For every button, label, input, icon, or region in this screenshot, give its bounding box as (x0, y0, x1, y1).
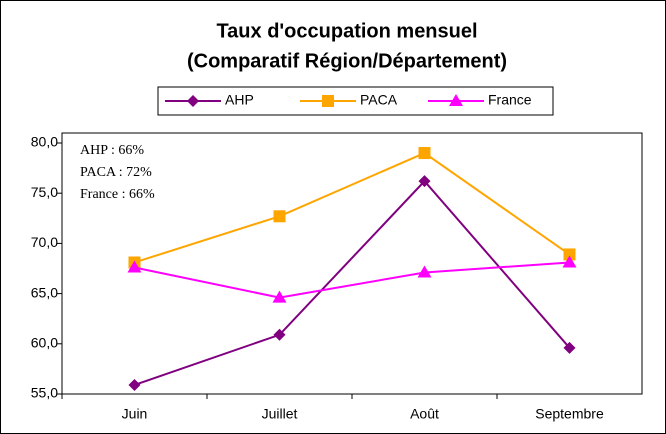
legend-label: France (488, 92, 532, 108)
series-line (134, 261, 570, 299)
y-tick-label: 75,0 (31, 184, 58, 200)
point (418, 147, 431, 160)
point (418, 175, 431, 188)
annotation: AHP : 66% (80, 143, 144, 158)
point (273, 210, 286, 223)
y-tick-label: 70,0 (31, 234, 58, 250)
chart-title: Taux d'occupation mensuel (216, 20, 477, 42)
y-tick-label: 65,0 (31, 284, 58, 300)
point (128, 378, 141, 391)
legend-marker (322, 95, 334, 107)
point (563, 248, 576, 261)
x-tick-label: Septembre (535, 406, 604, 422)
y-tick-label: 80,0 (31, 134, 58, 150)
legend-marker (187, 95, 199, 107)
y-tick-label: 60,0 (31, 335, 58, 351)
chart-title: (Comparatif Région/Département) (187, 50, 507, 72)
point (272, 290, 287, 303)
legend-label: AHP (225, 92, 254, 108)
point (273, 328, 286, 341)
x-tick-label: Juillet (262, 406, 298, 422)
series-line (134, 179, 571, 386)
x-tick-label: Août (410, 406, 439, 422)
point (562, 255, 577, 268)
point (563, 341, 576, 354)
point (127, 260, 142, 273)
y-tick-label: 55,0 (31, 385, 58, 401)
legend-label: PACA (360, 92, 398, 108)
legend-marker (449, 94, 463, 106)
annotation: France : 66% (80, 187, 155, 202)
point (417, 265, 432, 278)
series-line (134, 151, 571, 264)
x-tick-label: Juin (122, 406, 148, 422)
annotation: PACA : 72% (80, 165, 152, 180)
